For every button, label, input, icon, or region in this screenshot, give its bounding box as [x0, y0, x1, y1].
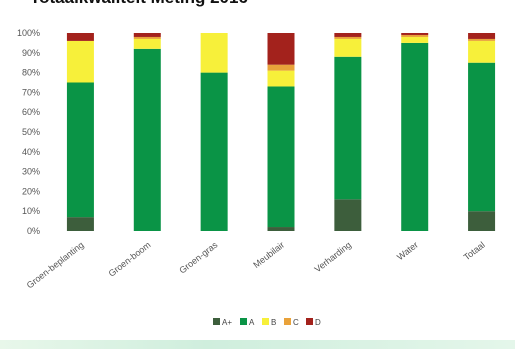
bar-segment	[66, 217, 94, 231]
bar-segment	[401, 36, 429, 43]
bar-segment	[267, 70, 295, 87]
chart-title: Totaalkwaliteit Meting 2016	[30, 0, 248, 8]
bar-segment	[133, 38, 161, 49]
legend-label: A+	[222, 318, 232, 327]
category-label: Groen-gras	[177, 239, 219, 275]
y-tick-label: 10%	[22, 206, 40, 216]
bar-segment	[468, 211, 496, 231]
legend-swatch	[240, 318, 247, 325]
y-tick-label: 70%	[22, 87, 40, 97]
bar-segment	[66, 40, 94, 83]
category-label: Groen-beplanting	[25, 240, 86, 291]
bar-segment	[66, 82, 94, 218]
legend-label: B	[271, 318, 276, 327]
bar-segment	[66, 33, 94, 41]
bar-segment	[267, 64, 295, 71]
bar-segment	[133, 48, 161, 232]
category-label: Verharding	[313, 240, 353, 275]
bar-segment	[468, 40, 496, 63]
legend-label: A	[249, 318, 255, 327]
bar-segment	[267, 227, 295, 231]
legend-swatch	[213, 318, 220, 325]
legend-swatch	[284, 318, 291, 325]
y-tick-label: 100%	[17, 28, 40, 38]
bar-segment	[200, 72, 228, 231]
bar-segment	[267, 33, 295, 65]
y-tick-label: 20%	[22, 186, 40, 196]
bar-segment	[334, 56, 362, 200]
bar-segment	[401, 33, 429, 35]
y-tick-label: 50%	[22, 127, 40, 137]
bar-segment	[133, 33, 161, 37]
bottom-decoration-band	[0, 340, 515, 349]
y-tick-label: 0%	[27, 226, 40, 236]
bar-segment	[468, 33, 496, 39]
legend-swatch	[306, 318, 313, 325]
legend-label: D	[315, 318, 321, 327]
bar-segment	[334, 199, 362, 231]
y-tick-label: 90%	[22, 48, 40, 58]
legend-swatch	[262, 318, 269, 325]
legend-label: C	[293, 318, 299, 327]
bar-segment	[401, 42, 429, 232]
y-tick-label: 80%	[22, 68, 40, 78]
y-tick-label: 60%	[22, 107, 40, 117]
bar-segment	[334, 36, 362, 39]
bar-segment	[468, 62, 496, 212]
category-label: Meubilair	[251, 240, 286, 270]
y-tick-label: 40%	[22, 147, 40, 157]
bar-segment	[334, 33, 362, 37]
bar-segment	[334, 38, 362, 57]
category-label: Groen-boom	[107, 240, 153, 279]
category-label: Water	[395, 240, 420, 262]
bar-segment	[200, 33, 228, 73]
category-label: Totaal	[462, 240, 487, 263]
bar-segment	[267, 86, 295, 228]
y-tick-label: 30%	[22, 167, 40, 177]
bar-segment	[133, 36, 161, 39]
bar-segment	[401, 34, 429, 37]
bar-segment	[468, 38, 496, 41]
